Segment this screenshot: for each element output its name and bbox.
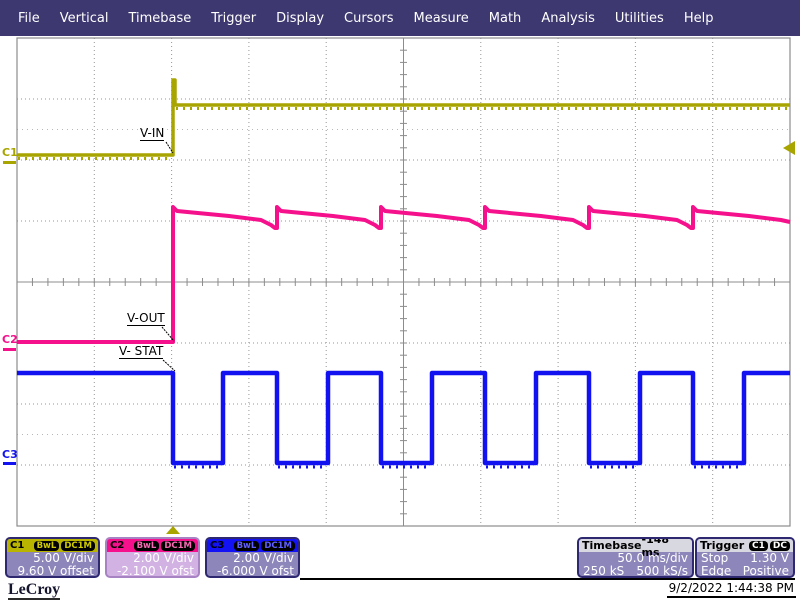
trigger-coupling-badge: DC — [769, 540, 790, 551]
timebase-delay: -148 ms — [641, 537, 670, 559]
grid — [16, 37, 791, 527]
trigger-level-marker-icon — [783, 141, 795, 155]
trigger-box[interactable]: Trigger C1 DC Stop 1.30 V Edge Positive — [695, 537, 795, 578]
annotation-leader-lines — [161, 141, 176, 372]
c1-vdiv: 5.00 V/div — [33, 551, 94, 565]
timebase-samples: 250 kS — [583, 564, 625, 578]
trigger-source-badge: C1 — [749, 540, 768, 551]
lecroy-logo: LeCroy — [8, 581, 61, 600]
c2-descriptor-box[interactable]: C2 BwL DC1M 2.00 V/div -2.100 V ofst — [105, 537, 200, 578]
c1-zero-marker: C1 — [2, 146, 18, 159]
menu-bar: File Vertical Timebase Trigger Display C… — [0, 0, 800, 36]
c3-zero-tick — [3, 462, 16, 465]
label-v-out: V-OUT — [127, 311, 165, 326]
footer-divider — [300, 578, 795, 580]
timebase-sample-rate: 500 kS/s — [636, 564, 688, 578]
datetime-display: 9/2/2022 1:44:38 PM — [666, 582, 796, 598]
trigger-box-title: Trigger — [700, 539, 745, 552]
timebase-box-title: Timebase — [582, 539, 642, 552]
c2-offset: -2.100 V ofst — [116, 564, 194, 578]
menu-analysis[interactable]: Analysis — [541, 10, 595, 26]
menu-utilities[interactable]: Utilities — [614, 10, 664, 26]
c3-box-title: C3 — [210, 540, 225, 551]
trigger-level: 1.30 V — [750, 551, 789, 565]
trigger-slope: Positive — [742, 564, 789, 578]
c2-bwl-badge: BwL — [133, 540, 160, 551]
label-v-in: V-IN — [140, 126, 165, 141]
c3-vdiv: 2.00 V/div — [233, 551, 294, 565]
menu-timebase[interactable]: Timebase — [128, 10, 192, 26]
timebase-box[interactable]: Timebase -148 ms 50.0 ms/div 250 kS 500 … — [577, 537, 694, 578]
c2-box-title: C2 — [110, 540, 125, 551]
menu-trigger[interactable]: Trigger — [211, 10, 257, 26]
menu-vertical[interactable]: Vertical — [59, 10, 109, 26]
menu-help[interactable]: Help — [683, 10, 714, 26]
menu-cursors[interactable]: Cursors — [344, 10, 394, 26]
c1-trace — [17, 78, 790, 157]
c3-coupling-badge: DC1M — [261, 540, 295, 551]
c3-bwl-badge: BwL — [233, 540, 260, 551]
menu-file[interactable]: File — [18, 10, 40, 26]
c2-coupling-badge: DC1M — [161, 540, 195, 551]
menu-measure[interactable]: Measure — [413, 10, 469, 26]
c3-trace — [17, 370, 790, 466]
c1-offset: 9.60 V offset — [17, 564, 94, 578]
menu-math[interactable]: Math — [488, 10, 522, 26]
c1-zero-tick — [3, 161, 16, 164]
c1-descriptor-box[interactable]: C1 BwL DC1M 5.00 V/div 9.60 V offset — [5, 537, 100, 578]
c2-trace — [17, 205, 791, 344]
c3-descriptor-box[interactable]: C3 BwL DC1M 2.00 V/div -6.000 V ofst — [205, 537, 300, 578]
c2-zero-marker: C2 — [2, 333, 18, 346]
trigger-type: Edge — [701, 564, 732, 578]
c3-zero-marker: C3 — [2, 448, 18, 461]
trigger-mode: Stop — [701, 551, 729, 565]
menu-display[interactable]: Display — [276, 10, 325, 26]
timebase-per-div: 50.0 ms/div — [617, 551, 688, 565]
trace-noise-fuzz — [18, 107, 789, 469]
c3-offset: -6.000 V ofst — [216, 564, 294, 578]
trigger-markers — [166, 141, 795, 534]
label-v-stat: V- STAT — [119, 344, 164, 359]
c2-vdiv: 2.00 V/div — [133, 551, 194, 565]
c1-box-title: C1 — [10, 540, 25, 551]
c1-coupling-badge: DC1M — [61, 540, 95, 551]
c2-zero-tick — [3, 348, 16, 351]
c1-bwl-badge: BwL — [33, 540, 60, 551]
trigger-time-marker-icon — [166, 526, 180, 534]
